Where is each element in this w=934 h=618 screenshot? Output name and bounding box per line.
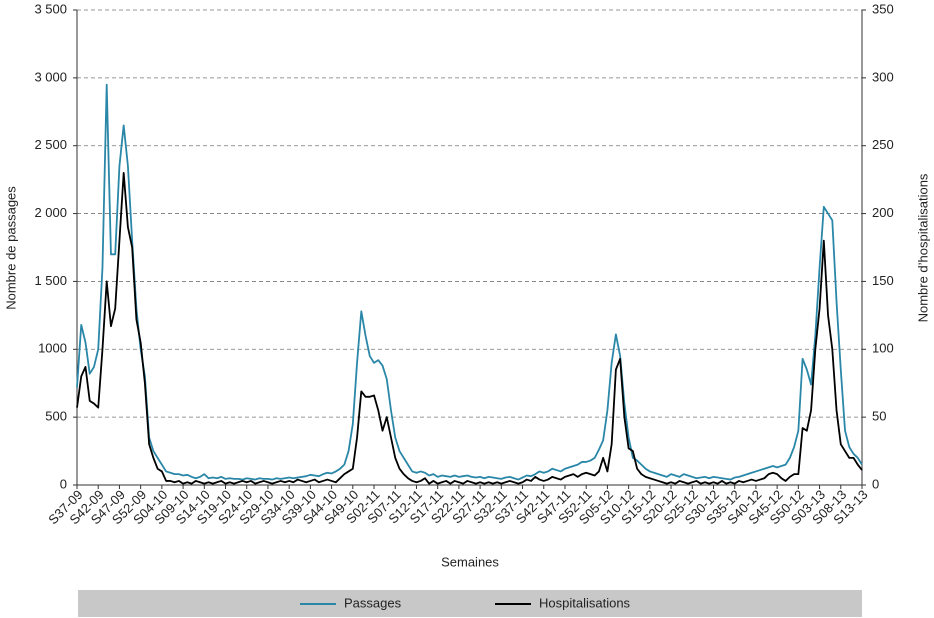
y2-tick-label: 200 xyxy=(872,205,894,220)
y2-tick-label: 150 xyxy=(872,273,894,288)
legend-label: Hospitalisations xyxy=(539,595,631,610)
x-axis-title: Semaines xyxy=(441,554,499,569)
y-tick-label: 2 000 xyxy=(34,205,67,220)
y-axis-title: Nombre de passages xyxy=(3,186,18,310)
series-line xyxy=(76,83,863,481)
y2-tick-label: 350 xyxy=(872,1,894,16)
y2-tick-label: 100 xyxy=(872,341,894,356)
y2-tick-label: 50 xyxy=(872,409,886,424)
y2-tick-label: 0 xyxy=(872,476,879,491)
series-line xyxy=(76,171,863,485)
y-tick-label: 3 000 xyxy=(34,69,67,84)
y-tick-label: 2 500 xyxy=(34,137,67,152)
legend-label: Passages xyxy=(344,595,402,610)
y-tick-label: 1000 xyxy=(38,341,67,356)
y2-tick-label: 300 xyxy=(872,69,894,84)
y-tick-label: 3 500 xyxy=(34,1,67,16)
y-tick-label: 1 500 xyxy=(34,273,67,288)
y-tick-label: 500 xyxy=(45,409,67,424)
legend-box xyxy=(78,590,862,617)
y2-tick-label: 250 xyxy=(872,137,894,152)
y2-axis-title: Nombre d’hospitalisations xyxy=(915,173,930,322)
y-tick-label: 0 xyxy=(60,476,67,491)
